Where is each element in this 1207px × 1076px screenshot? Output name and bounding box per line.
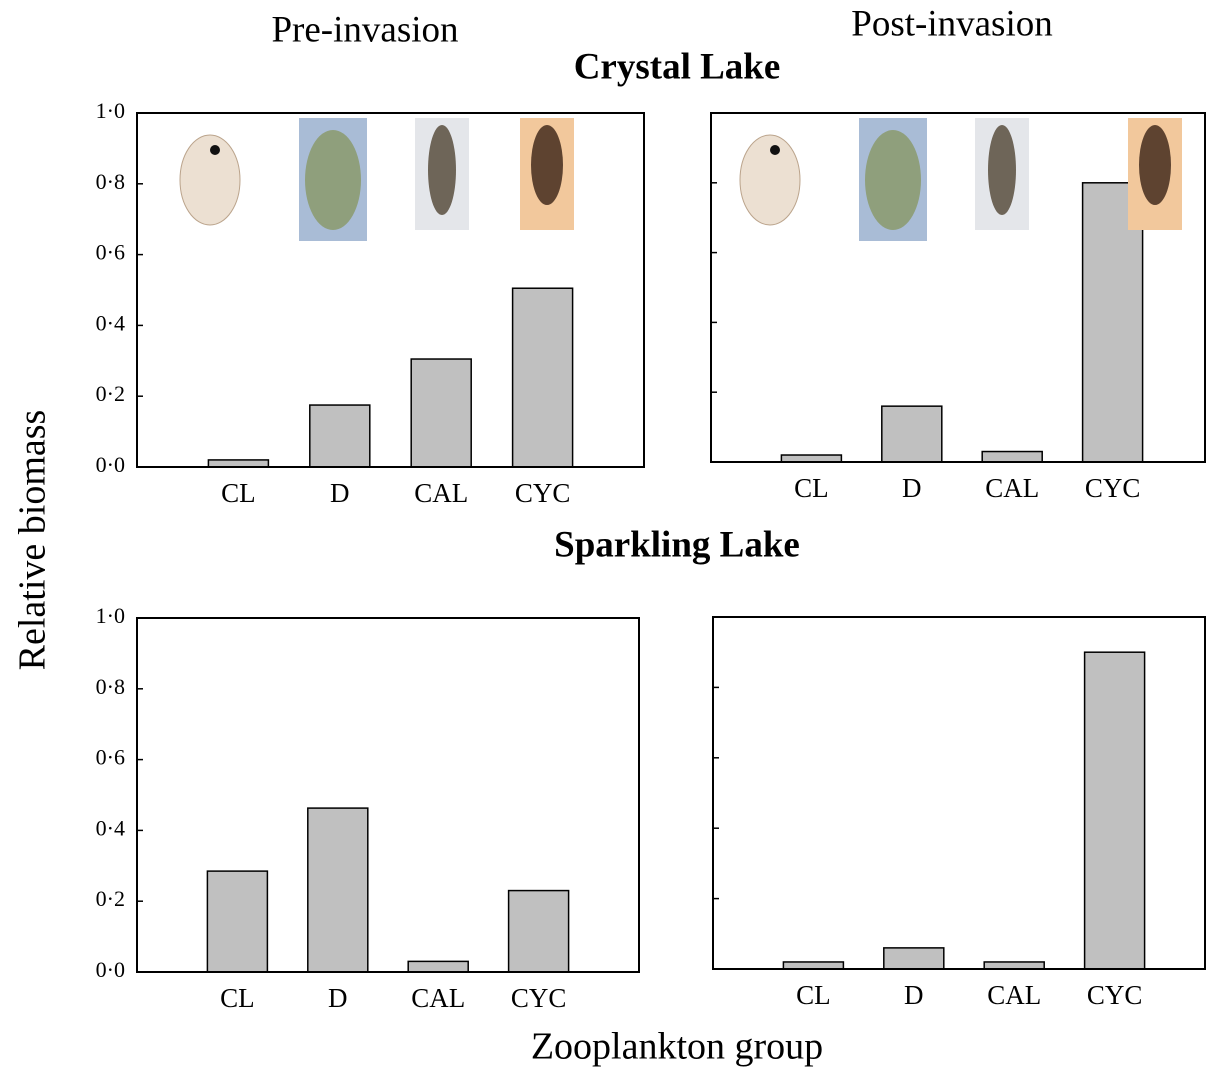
x-tick-label: CYC <box>1085 473 1141 503</box>
x-tick-label: D <box>902 473 922 503</box>
bar <box>208 460 268 467</box>
bar <box>882 406 942 462</box>
bar <box>984 962 1044 969</box>
y-tick-label: 1·0 <box>96 603 125 628</box>
organism-image <box>1139 125 1171 205</box>
bar <box>207 871 267 972</box>
y-tick-label: 0·0 <box>96 452 125 477</box>
bar <box>411 359 471 467</box>
x-tick-label: CL <box>796 980 831 1010</box>
bar <box>1085 652 1145 969</box>
y-tick-label: 0·4 <box>96 815 125 840</box>
x-axis-title: Zooplankton group <box>531 1026 823 1068</box>
x-tick-label: CL <box>221 478 256 508</box>
bar <box>509 891 569 972</box>
y-axis-title: Relative biomass <box>12 410 54 671</box>
figure: Pre-invasion Post-invasion Crystal Lake … <box>0 0 1207 1076</box>
bar <box>408 961 468 972</box>
organism-image <box>415 118 469 230</box>
y-tick-label: 0·6 <box>96 240 125 265</box>
bar <box>308 808 368 972</box>
x-tick-label: CYC <box>511 983 567 1013</box>
x-tick-label: CAL <box>985 473 1039 503</box>
bar <box>783 962 843 969</box>
x-tick-label: D <box>330 478 350 508</box>
x-tick-label: CL <box>794 473 829 503</box>
column-title: Pre-invasion <box>271 9 458 50</box>
organism-image <box>975 118 1029 230</box>
organism-image <box>180 135 240 225</box>
bar <box>513 288 573 467</box>
y-tick-label: 0·4 <box>96 310 125 335</box>
row-title: Sparkling Lake <box>554 524 800 565</box>
y-tick-label: 0·0 <box>96 957 125 982</box>
x-tick-label: CAL <box>987 980 1041 1010</box>
column-title: Post-invasion <box>851 3 1052 44</box>
x-tick-label: CYC <box>1087 980 1143 1010</box>
x-tick-label: D <box>904 980 924 1010</box>
x-tick-label: CL <box>220 983 255 1013</box>
organism-image <box>859 118 927 241</box>
x-tick-label: D <box>328 983 348 1013</box>
bar <box>982 452 1042 462</box>
x-tick-label: CYC <box>515 478 571 508</box>
bar <box>884 948 944 969</box>
y-tick-label: 0·6 <box>96 745 125 770</box>
x-tick-label: CAL <box>414 478 468 508</box>
row-title: Crystal Lake <box>574 46 781 87</box>
bar <box>310 405 370 467</box>
x-tick-label: CAL <box>411 983 465 1013</box>
y-tick-label: 0·8 <box>96 169 125 194</box>
y-tick-label: 0·2 <box>96 886 125 911</box>
organism-image <box>740 135 800 225</box>
organism-image <box>299 118 367 241</box>
y-tick-label: 0·2 <box>96 381 125 406</box>
bar <box>781 455 841 462</box>
organism-image <box>520 118 574 230</box>
y-tick-label: 0·8 <box>96 674 125 699</box>
organism-images <box>180 118 1029 241</box>
y-tick-label: 1·0 <box>96 98 125 123</box>
